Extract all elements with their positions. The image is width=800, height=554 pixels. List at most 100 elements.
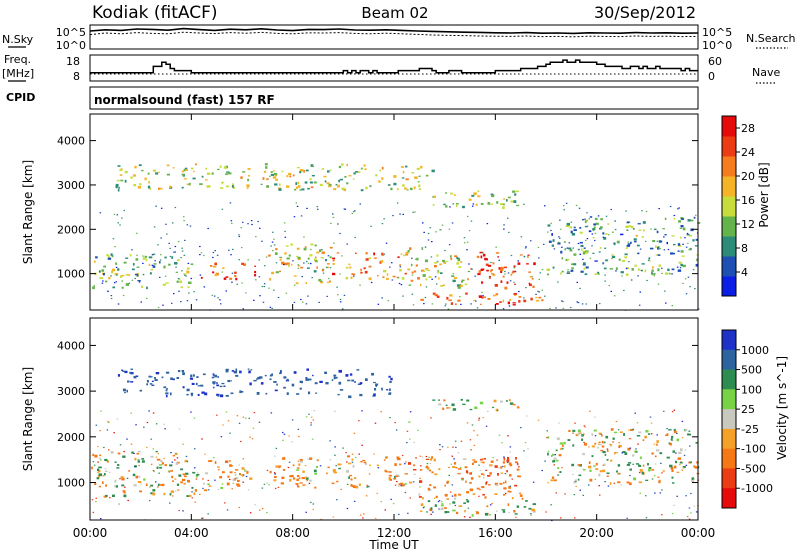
scatter-cell — [598, 251, 601, 253]
scatter-cell — [465, 292, 468, 295]
scatter-cell — [132, 263, 135, 266]
noise-cell — [253, 412, 256, 414]
scatter-cell — [351, 458, 354, 461]
scatter-cell — [393, 182, 397, 186]
noise-cell — [216, 414, 218, 416]
noise-cell — [288, 461, 291, 463]
scatter-cell — [516, 505, 520, 508]
scatter-cell — [137, 280, 141, 282]
scatter-cell — [135, 475, 138, 479]
scatter-cell — [492, 274, 496, 277]
scatter-cell — [456, 204, 458, 208]
scatter-cell — [114, 479, 117, 483]
noise-cell — [663, 410, 665, 412]
noise-cell — [193, 291, 195, 293]
scatter-cell — [415, 264, 418, 267]
scatter-cell — [416, 167, 420, 170]
noise-cell — [507, 272, 510, 274]
scatter-cell — [593, 465, 596, 467]
scatter-cell — [446, 511, 450, 513]
noise-cell — [391, 262, 393, 264]
scatter-cell — [592, 252, 595, 254]
noise-cell — [334, 410, 336, 412]
noise-cell — [583, 425, 586, 427]
scatter-cell — [444, 484, 446, 487]
scatter-cell — [673, 465, 677, 469]
noise-cell — [423, 303, 425, 305]
scatter-cell — [479, 251, 483, 254]
scatter-cell — [114, 273, 118, 276]
noise-cell — [570, 221, 573, 223]
noise-cell — [247, 223, 249, 225]
noise-cell — [176, 457, 179, 459]
scatter-cell — [482, 253, 486, 257]
noise-cell — [503, 456, 505, 458]
scatter-cell — [606, 475, 609, 477]
scatter-cell — [528, 271, 531, 273]
scatter-cell — [481, 281, 484, 284]
scatter-cell — [527, 254, 530, 256]
scatter-cell — [225, 173, 228, 176]
noise-cell — [498, 259, 500, 261]
scatter-cell — [502, 510, 506, 513]
noise-cell — [134, 277, 136, 280]
noise-cell — [514, 270, 517, 273]
noise-cell — [211, 294, 213, 296]
noise-cell — [207, 227, 209, 230]
scatter-cell — [105, 494, 108, 497]
scatter-cell — [338, 463, 342, 466]
scatter-cell — [190, 392, 194, 396]
scatter-cell — [620, 233, 624, 236]
scatter-cell — [346, 163, 348, 167]
nsky-label: N.Sky — [2, 33, 34, 46]
scatter-cell — [175, 462, 179, 465]
noise-cell — [232, 482, 235, 484]
scatter-cell — [687, 219, 691, 222]
scatter-cell — [168, 263, 171, 266]
scatter-cell — [332, 272, 336, 276]
scatter-cell — [290, 243, 293, 246]
scatter-cell — [402, 171, 405, 174]
scatter-cell — [514, 513, 518, 515]
noise-cell — [200, 252, 203, 254]
noise-cell — [247, 489, 250, 491]
noise-cell — [637, 443, 639, 445]
noise-cell — [468, 230, 471, 232]
scatter-cell — [442, 284, 445, 286]
scatter-cell — [95, 256, 98, 259]
scatter-cell — [473, 299, 476, 302]
noise-cell — [134, 466, 136, 468]
scatter-cell — [363, 461, 367, 464]
x-tick-label: 20:00 — [579, 526, 614, 540]
scatter-cell — [137, 186, 142, 189]
noise-cell — [426, 463, 429, 465]
scatter-cell — [379, 181, 382, 183]
noise-cell — [186, 224, 189, 226]
scatter-cell — [535, 296, 538, 299]
scatter-cell — [637, 268, 641, 271]
noise-cell — [164, 275, 167, 277]
noise-cell — [419, 455, 422, 457]
noise-cell — [305, 511, 307, 513]
scatter-cell — [351, 379, 355, 382]
noise-cell — [549, 307, 551, 310]
noise-cell — [181, 250, 184, 252]
scatter-cell — [531, 508, 535, 512]
noise-cell — [444, 249, 446, 252]
noise-cell — [342, 447, 344, 449]
scatter-cell — [231, 370, 235, 372]
noise-cell — [626, 517, 628, 519]
scatter-cell — [159, 484, 163, 486]
scatter-cell — [158, 464, 163, 466]
noise-cell — [466, 249, 468, 251]
scatter-cell — [669, 464, 673, 468]
scatter-cell — [527, 256, 529, 258]
scatter-cell — [601, 440, 604, 444]
scatter-cell — [240, 391, 244, 393]
noise-cell — [588, 218, 590, 220]
scatter-cell — [512, 270, 516, 273]
noise-cell — [274, 473, 276, 475]
freq-label: Freq. — [4, 53, 31, 66]
scatter-cell — [555, 449, 558, 452]
noise-cell — [272, 231, 274, 233]
